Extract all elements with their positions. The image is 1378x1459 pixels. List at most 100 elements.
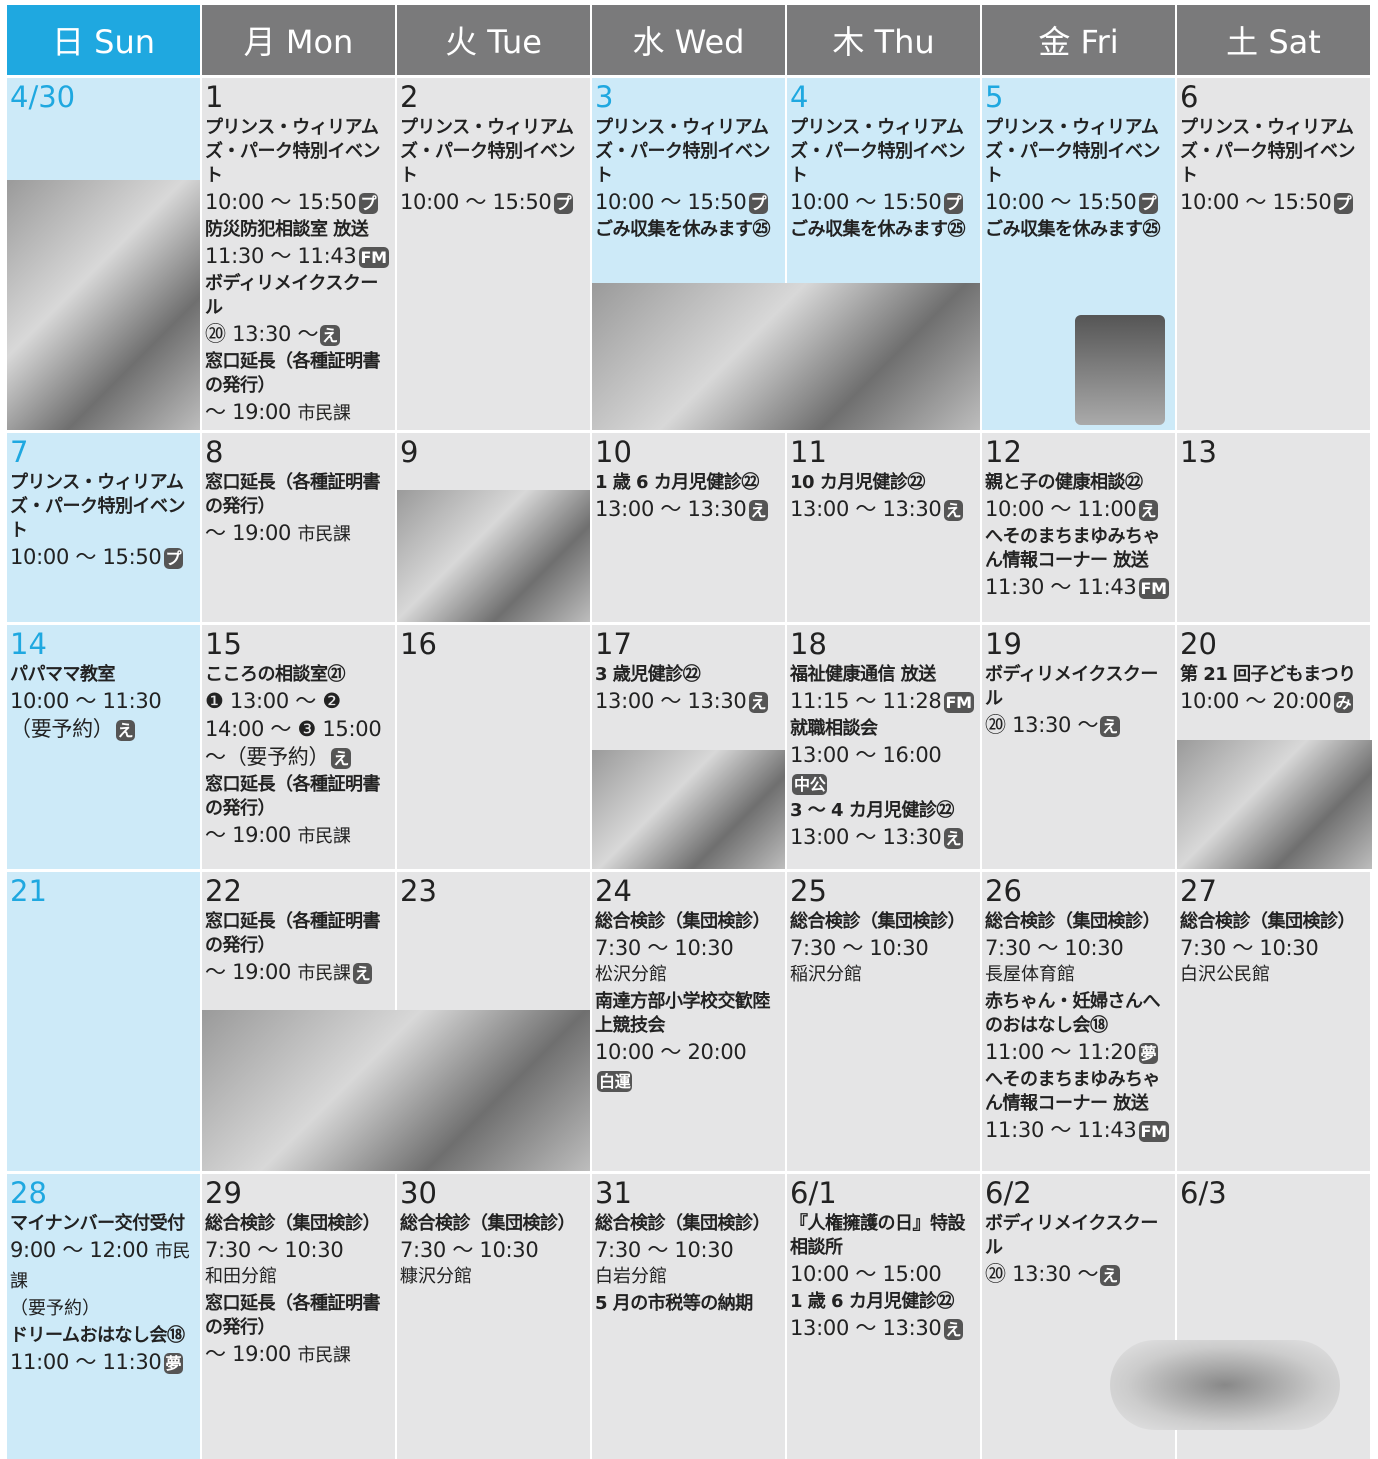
venue-badge: FM xyxy=(358,247,389,268)
event-time: 11:15 ～ 11:28 xyxy=(790,689,942,713)
event-time: 11:30 ～ 11:43 xyxy=(985,1118,1137,1142)
event-time-line: 13:00 ～ 13:30 え xyxy=(595,687,782,715)
event-time: 10:00 ～ 20:00 xyxy=(595,1040,747,1064)
event-title: 総合検診（集団検診） xyxy=(205,1213,381,1234)
venue-badge: 夢 xyxy=(163,1353,184,1374)
venue-badge: え xyxy=(115,720,136,741)
event: こころの相談室㉑ ❶ 13:00 ～ ❷ 14:00 ～ ❸ 15:00 ～（要予… xyxy=(205,663,392,771)
event-time: ～ 19:00 xyxy=(205,521,292,545)
event-time: 9:00 ～ 12:00 xyxy=(10,1238,149,1262)
date: 20 xyxy=(1180,627,1217,661)
event-time-line: 10:00 ～ 11:30（要予約）え xyxy=(10,687,197,743)
venue-badge: プ xyxy=(358,193,379,214)
event-title: プリンス・ウィリアムズ・パーク特別イベント xyxy=(790,117,966,186)
event-time-line: 11:00 ～ 11:20 夢 xyxy=(985,1038,1172,1066)
event-note: 和田分館 xyxy=(205,1266,277,1287)
event: 南達方部小学校交歓陸上競技会 10:00 ～ 20:00 白運 xyxy=(595,990,782,1094)
event-note: 長屋体育館 xyxy=(985,964,1075,985)
event-title: こころの相談室㉑ xyxy=(205,664,346,685)
venue-badge: プ xyxy=(163,548,184,569)
event-time: ⑳ 13:30 ～ xyxy=(205,322,319,346)
weekday-header: 火 Tue xyxy=(397,5,590,75)
event-time: 11:30 ～ 11:43 xyxy=(205,244,357,268)
event-time-line: 11:30 ～ 11:43 FM xyxy=(205,242,392,270)
event-title: プリンス・ウィリアムズ・パーク特別イベント xyxy=(1180,117,1356,186)
event-place: 市民課 xyxy=(297,403,351,424)
event: 窓口延長（各種証明書の発行）～ 19:00 市民課え xyxy=(205,910,392,988)
event-time: 7:30 ～ 10:30 xyxy=(985,936,1124,960)
day-cell: 30 総合検診（集団検診） 7:30 ～ 10:30 糠沢分館 xyxy=(397,1174,590,1459)
date: 1 xyxy=(205,80,224,114)
event: 窓口延長（各種証明書の発行）～ 19:00 市民課 xyxy=(205,350,392,428)
event-time-line: 7:30 ～ 10:30 xyxy=(400,1236,587,1264)
event-time: ～ 19:00 xyxy=(205,400,292,424)
event-time-line: ～ 19:00 市民課え xyxy=(205,958,392,988)
event-time: 11:30 ～ 11:43 xyxy=(985,575,1137,599)
day-cell: 18 福祉健康通信 放送 11:15 ～ 11:28 FM 就職相談会 13:00 ～ 1… xyxy=(787,625,980,869)
event-time-line: ～ 19:00 市民課 xyxy=(205,821,392,851)
event: 第 21 回子どもまつり 10:00 ～ 20:00 み xyxy=(1180,663,1367,715)
day-cell: 12 親と子の健康相談㉒ 10:00 ～ 11:00 えへそのまちまゆみちゃん情報コー… xyxy=(982,433,1175,622)
date: 28 xyxy=(10,1176,47,1210)
date: 4/30 xyxy=(10,80,76,114)
event-time: 10:00 ～ 15:50 xyxy=(205,190,357,214)
photo xyxy=(1177,740,1372,869)
day-cell: 28 マイナンバー交付受付 9:00 ～ 12:00 市民課 （要予約） ドリームおはな… xyxy=(7,1174,200,1459)
event-time-line: ❶ 13:00 ～ ❷ 14:00 ～ ❸ 15:00 ～（要予約）え xyxy=(205,687,392,771)
event-time-line: 11:15 ～ 11:28 FM xyxy=(790,687,977,715)
event-time-line: ⑳ 13:30 ～え xyxy=(985,1260,1172,1288)
event: 総合検診（集団検診） 7:30 ～ 10:30 和田分館 xyxy=(205,1212,392,1290)
event-title: ごみ収集を休みます㉕ xyxy=(790,219,966,240)
event-time: 13:00 ～ 13:30 xyxy=(595,689,747,713)
date: 10 xyxy=(595,435,632,469)
venue-badge: プ xyxy=(1138,193,1159,214)
date: 14 xyxy=(10,627,47,661)
date: 22 xyxy=(205,874,242,908)
event-time-line: 9:00 ～ 12:00 市民課 xyxy=(10,1236,197,1296)
day-cell: 25 総合検診（集団検診） 7:30 ～ 10:30 稲沢分館 xyxy=(787,872,980,1171)
event-place: 市民課 xyxy=(297,826,351,847)
event: 3 ～ 4 カ月児健診㉒ 13:00 ～ 13:30 え xyxy=(790,799,977,851)
day-cell: 6/1 『人権擁護の日』特設相談所 10:00 ～ 15:00 1 歳 6 カ月児健診… xyxy=(787,1174,980,1459)
venue-badge: FM xyxy=(943,692,974,713)
event-time-line: 13:00 ～ 13:30 え xyxy=(790,1314,977,1342)
event-time: 10:00 ～ 15:50 xyxy=(790,190,942,214)
date: 25 xyxy=(790,874,827,908)
venue-badge: え xyxy=(748,500,769,521)
event-title: 1 歳 6 カ月児健診㉒ xyxy=(595,472,759,493)
event-time-line: 7:30 ～ 10:30 xyxy=(985,934,1172,962)
event-time: 13:00 ～ 13:30 xyxy=(595,497,747,521)
date: 29 xyxy=(205,1176,242,1210)
weekday-header: 日 Sun xyxy=(7,5,200,75)
event-time: ❶ 13:00 ～ ❷ 14:00 ～ ❸ 15:00 ～（要予約） xyxy=(205,689,382,769)
event: マイナンバー交付受付 9:00 ～ 12:00 市民課 （要予約） xyxy=(10,1212,197,1322)
event-time: 10:00 ～ 11:30（要予約） xyxy=(10,689,162,741)
event-time: ⑳ 13:30 ～ xyxy=(985,713,1099,737)
event-time: 10:00 ～ 15:50 xyxy=(1180,190,1332,214)
event-place: 市民課 xyxy=(297,963,351,984)
event: 総合検診（集団検診） 7:30 ～ 10:30 白沢公民館 xyxy=(1180,910,1367,988)
event-time-line: 7:30 ～ 10:30 xyxy=(205,1236,392,1264)
event-time: 10:00 ～ 15:00 xyxy=(790,1262,942,1286)
event-title: ごみ収集を休みます㉕ xyxy=(595,219,771,240)
venue-badge: プ xyxy=(748,193,769,214)
event: プリンス・ウィリアムズ・パーク特別イベント 10:00 ～ 15:50 プ xyxy=(1180,116,1367,216)
event-title: 福祉健康通信 放送 xyxy=(790,664,936,685)
event-time-line: ～ 19:00 市民課 xyxy=(205,519,392,549)
weekday-header: 木 Thu xyxy=(787,5,980,75)
event-place: 市民課 xyxy=(297,524,351,545)
event-time-line: 11:30 ～ 11:43 FM xyxy=(985,1116,1172,1144)
venue-badge: え xyxy=(1138,500,1159,521)
event-title: 親と子の健康相談㉒ xyxy=(985,472,1143,493)
event: ごみ収集を休みます㉕ xyxy=(595,218,782,242)
weekday-header: 水 Wed xyxy=(592,5,785,75)
event-time-line: 7:30 ～ 10:30 xyxy=(595,1236,782,1264)
event-title: 窓口延長（各種証明書の発行） xyxy=(205,911,381,956)
event: ボディリメイクスクール ⑳ 13:30 ～え xyxy=(985,1212,1172,1288)
event-time-line: 13:00 ～ 13:30 え xyxy=(595,495,782,523)
event-title: 3 歳児健診㉒ xyxy=(595,664,701,685)
venue-badge: 白運 xyxy=(597,1071,633,1092)
event-title: ボディリメイクスクール xyxy=(985,664,1158,709)
event-title: へそのまちまゆみちゃん情報コーナー 放送 xyxy=(985,1069,1161,1114)
